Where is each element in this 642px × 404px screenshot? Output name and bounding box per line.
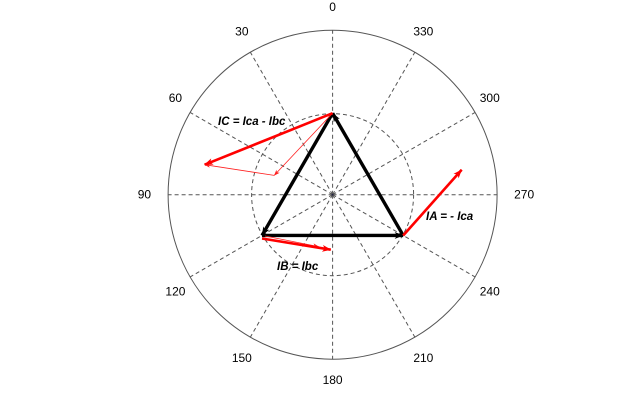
svg-text:330: 330 [413, 25, 433, 39]
svg-text:120: 120 [165, 284, 185, 298]
svg-text:180: 180 [323, 373, 343, 387]
svg-text:IB = Ibc: IB = Ibc [277, 261, 319, 273]
svg-text:90: 90 [138, 188, 152, 202]
svg-text:210: 210 [413, 351, 433, 365]
svg-text:150: 150 [232, 351, 252, 365]
svg-text:240: 240 [480, 284, 500, 298]
svg-text:IA = - Ica: IA = - Ica [426, 211, 474, 223]
svg-text:0: 0 [329, 0, 336, 14]
svg-text:270: 270 [514, 188, 534, 202]
svg-text:60: 60 [169, 91, 183, 105]
svg-text:IC = Ica - Ibc: IC = Ica - Ibc [218, 116, 286, 128]
svg-text:300: 300 [480, 91, 500, 105]
svg-text:30: 30 [235, 25, 249, 39]
